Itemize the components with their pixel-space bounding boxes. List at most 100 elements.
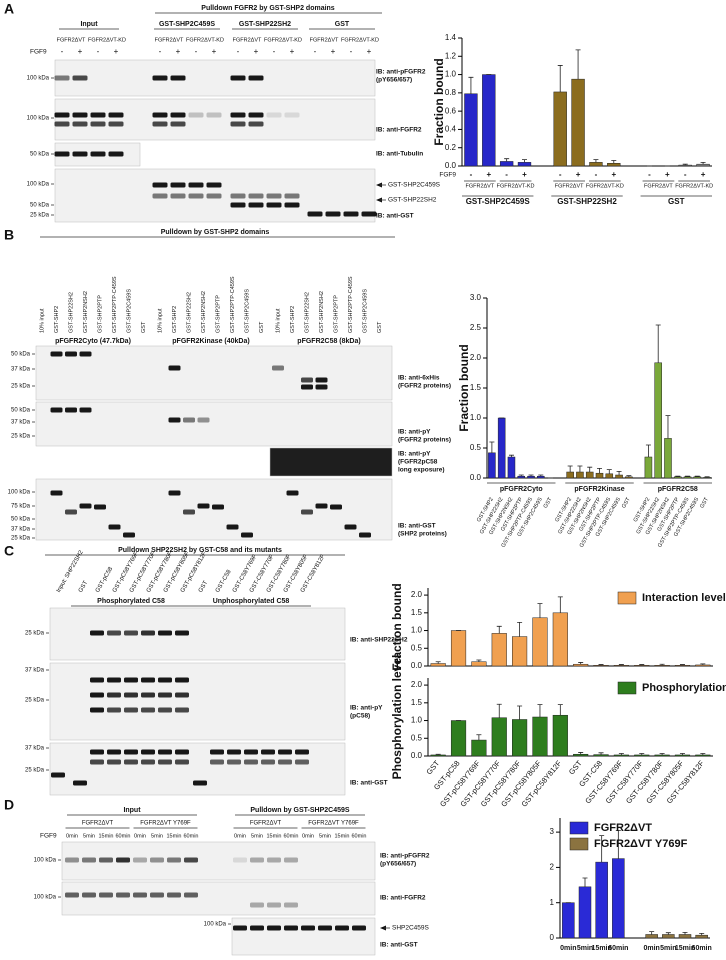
band bbox=[72, 151, 88, 157]
band bbox=[158, 749, 172, 755]
bar bbox=[674, 754, 691, 757]
panel-label: D bbox=[4, 797, 14, 813]
band bbox=[261, 749, 275, 755]
time-label: 60min bbox=[116, 833, 131, 839]
y-axis-label: Phosphorylation level bbox=[390, 655, 404, 780]
y-tick-label: 1.5 bbox=[411, 698, 423, 707]
error-bar bbox=[496, 625, 502, 634]
band bbox=[175, 759, 189, 765]
bar bbox=[517, 162, 532, 167]
ib-label: IB: anti-pY bbox=[350, 705, 383, 712]
error-bar bbox=[517, 621, 523, 637]
band bbox=[266, 202, 282, 208]
band bbox=[152, 121, 168, 127]
bar bbox=[662, 934, 675, 939]
bar bbox=[552, 612, 568, 667]
y-tick-label: 0.8 bbox=[445, 88, 457, 97]
error-bar bbox=[582, 877, 588, 887]
band bbox=[318, 925, 332, 931]
marker-label: 25 kDa bbox=[11, 384, 31, 390]
bar bbox=[430, 663, 446, 667]
band bbox=[183, 509, 195, 515]
error-bar bbox=[578, 752, 584, 755]
band bbox=[233, 925, 247, 931]
error-bar bbox=[700, 663, 706, 665]
lane-label: 10% input bbox=[157, 308, 163, 333]
marker-label: 25 kDa bbox=[25, 768, 45, 774]
x-tick-label: - bbox=[648, 170, 651, 179]
bar bbox=[553, 91, 567, 167]
x-tick-label: 5min bbox=[660, 945, 676, 952]
band bbox=[82, 892, 96, 898]
band bbox=[267, 925, 281, 931]
bar bbox=[645, 934, 658, 939]
band bbox=[107, 759, 121, 765]
bar bbox=[482, 74, 496, 167]
sign-label: - bbox=[237, 47, 240, 56]
y-tick-label: 0.4 bbox=[445, 125, 457, 134]
band bbox=[226, 524, 239, 530]
sign-label: + bbox=[212, 47, 217, 56]
band bbox=[250, 857, 264, 863]
band bbox=[284, 202, 300, 208]
band bbox=[301, 925, 315, 931]
y-tick-label: 3.0 bbox=[470, 293, 482, 302]
band bbox=[73, 780, 87, 786]
band bbox=[150, 892, 164, 898]
band bbox=[108, 112, 124, 118]
lane-label: GST-SHP2PTP-C459S bbox=[348, 276, 354, 333]
band bbox=[158, 707, 172, 713]
x-tick-label: 15min bbox=[675, 945, 695, 952]
error-bar bbox=[616, 471, 622, 475]
error-bar bbox=[665, 415, 671, 439]
error-bar bbox=[468, 76, 474, 94]
group-label: pFGFR2C58 bbox=[658, 486, 698, 493]
x-tick-label: 5min bbox=[577, 945, 593, 952]
lane-label: GST bbox=[141, 321, 147, 333]
time-label: 15min bbox=[167, 833, 182, 839]
blot-strip bbox=[49, 662, 346, 741]
time-label: 0min bbox=[302, 833, 314, 839]
y-tick-label: 1.0 bbox=[411, 716, 423, 725]
y-tick-label: 0 bbox=[550, 933, 555, 942]
blot-title: Pulldown FGFR2 by GST-SHP2 domains bbox=[201, 5, 335, 12]
arrow-label: GST-SHP2C459S bbox=[388, 182, 441, 189]
ib-label: IB: anti-Tubulin bbox=[376, 151, 423, 158]
band bbox=[170, 182, 186, 188]
error-bar bbox=[593, 159, 599, 163]
band bbox=[51, 772, 65, 778]
y-tick-label: 0.0 bbox=[411, 661, 423, 670]
band bbox=[248, 121, 264, 127]
band bbox=[65, 407, 77, 413]
bar bbox=[578, 886, 592, 939]
y-tick-label: 1.0 bbox=[470, 413, 482, 422]
band bbox=[90, 692, 104, 698]
legend-label: Interaction level bbox=[642, 592, 726, 604]
band bbox=[284, 193, 300, 199]
band bbox=[168, 417, 181, 423]
lane-label: GST-SHP22SH2 bbox=[186, 292, 192, 333]
lane-label: GST-SHP2NSH2 bbox=[319, 291, 325, 333]
marker-label: 25 kDa bbox=[25, 631, 45, 637]
band bbox=[50, 407, 63, 413]
subgroup-label: FGFR2ΔVT-KD bbox=[341, 37, 379, 43]
band bbox=[267, 857, 281, 863]
x-tick-label: GST bbox=[621, 496, 632, 509]
band bbox=[90, 749, 104, 755]
band bbox=[124, 692, 138, 698]
bar bbox=[532, 617, 548, 667]
y-tick-label: 1.5 bbox=[411, 608, 423, 617]
lane-label: GST-SHP2NSH2 bbox=[201, 291, 207, 333]
arrow-label: SHP2C459S bbox=[392, 925, 430, 932]
ib-label: IB: anti-pFGFR2 bbox=[380, 853, 430, 860]
legend-swatch bbox=[617, 591, 637, 605]
marker-label: 25 kDa bbox=[30, 213, 50, 219]
group-label: GST-SHP2C459S bbox=[466, 197, 531, 206]
error-bar bbox=[435, 753, 441, 755]
bar bbox=[695, 934, 708, 939]
band bbox=[107, 677, 121, 683]
blot-strip bbox=[54, 98, 376, 141]
band bbox=[230, 202, 246, 208]
bar bbox=[573, 753, 589, 757]
marker-label: 100 kDa bbox=[8, 490, 31, 496]
